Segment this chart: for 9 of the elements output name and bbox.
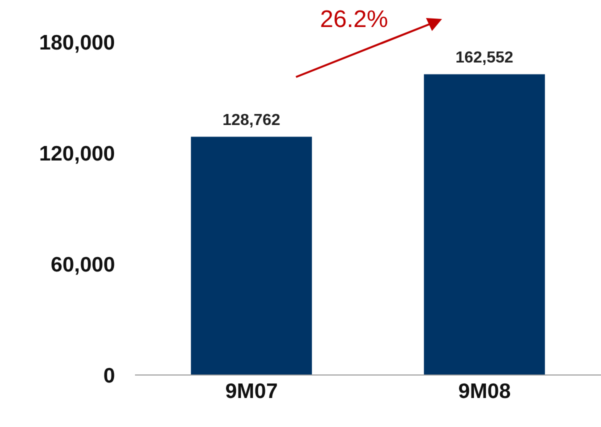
y-tick-label: 120,000 (39, 142, 115, 166)
x-tick-label: 9M07 (225, 380, 278, 403)
data-label: 162,552 (456, 49, 514, 66)
text: 26.2% (320, 6, 388, 34)
y-tick-label: 180,000 (39, 31, 115, 54)
y-tick-label: 0 (103, 364, 115, 388)
y-tick-label: 60,000 (50, 253, 115, 276)
x-tick-label: 9M08 (458, 380, 512, 403)
data-label: 128,762 (222, 112, 280, 129)
